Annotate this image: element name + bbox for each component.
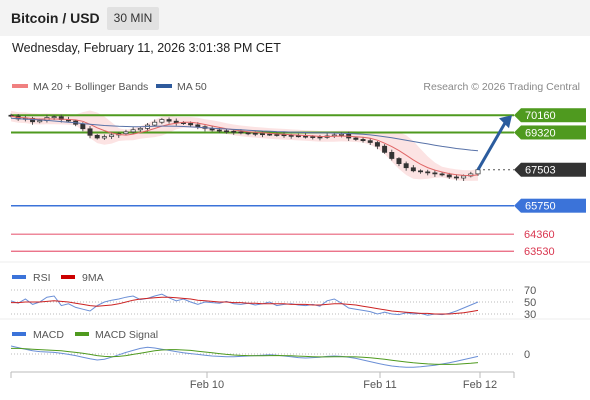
candle-body [425,171,431,174]
candle-body [453,176,459,179]
legend-swatch-ma20 [12,84,28,88]
candle-body [152,121,158,126]
level-label-support: 63530 [524,246,555,258]
legend-9ma: 9MA [82,272,104,284]
candle-body [216,129,222,132]
candle-body [288,134,294,137]
instrument-title: Bitcoin / USD [11,10,100,26]
candle-body [396,158,402,164]
level-tag-last-price [521,162,586,177]
candle-body [418,170,423,173]
projection-arrow-head [499,115,512,129]
candle-body [374,142,380,147]
legend-ma50: MA 50 [177,81,207,93]
rsi-9ma-line [11,296,479,315]
macd-panel: 0 [10,345,530,368]
legend-swatch-rsi [12,275,26,279]
level-tag-pointer [514,198,521,213]
header-bar: Bitcoin / USD 30 MIN [0,0,590,36]
level-label-pivot: 65750 [525,201,556,213]
legend-macd: MACD [33,329,64,341]
candle-body [317,136,323,139]
legend-swatch-macd-signal [75,332,89,336]
candle-body [245,132,251,135]
candle-body [252,132,258,135]
level-tag-resistance [521,125,586,140]
ma50-line [10,117,479,152]
candle-body [173,120,179,123]
candle-body [195,124,201,128]
legend-swatch-macd [12,332,26,336]
level-tag-pointer [514,125,521,140]
timeframe-badge[interactable]: 30 MIN [107,7,159,30]
candle-body [109,134,115,137]
candle-body [461,175,467,179]
level-tag-pointer [514,162,521,177]
candle-body [410,167,416,172]
candle-body [367,140,373,143]
legend-macd-signal: MACD Signal [95,329,158,341]
level-label-resistance: 69320 [525,127,556,139]
candle-body [94,134,100,139]
rsi-level-label: 70 [524,285,536,297]
macd-signal-line [11,347,479,365]
legend-rsi: RSI [33,272,51,284]
candle-body [231,130,237,133]
candle-body [159,119,165,123]
level-label-resistance: 70160 [525,110,556,122]
candle-body [224,130,230,133]
candle-body [382,145,388,153]
candle-body [37,120,43,123]
candle-body [432,172,438,175]
candle-body [439,173,445,176]
candle-body [123,131,129,135]
x-tick-label: Feb 11 [363,379,396,391]
legend-ma20: MA 20 + Bollinger Bands [33,81,148,93]
candle-body [238,131,244,134]
candle-body [475,169,481,175]
candle-body [51,116,57,119]
legend-swatch-9ma [61,275,75,279]
candle-body [101,136,107,139]
level-tag-resistance [521,108,586,123]
candle-body [446,174,452,178]
candle-body [353,137,359,140]
price-panel: 70160 69320 67503 65750 64360 63530 [8,108,586,258]
candle-body [295,135,301,138]
macd-level-label: 0 [524,349,530,361]
projection-arrow-shaft [476,120,508,171]
x-tick-label: Feb 10 [190,379,224,391]
rsi-line [10,293,479,316]
watermark: Research © 2026 Trading Central [423,81,580,93]
rsi-level-label: 50 [524,297,536,309]
level-label-support: 64360 [524,229,555,241]
level-label-last-price: 67503 [525,165,556,177]
legend-swatch-ma50 [156,84,172,88]
level-tag-pivot [521,198,586,213]
candle-body [166,119,172,122]
macd-line [10,345,479,368]
rsi-level-label: 30 [524,309,536,321]
x-tick-label: Feb 12 [463,379,497,391]
candle-body [188,123,194,126]
candle-body [360,139,366,142]
candle-body [274,134,280,136]
candle-body [137,128,143,131]
candle-body [80,123,86,130]
level-tag-pointer [514,108,521,123]
candle-body [87,128,93,136]
candle-body [267,133,273,136]
candle-body [130,129,136,133]
candle-body [403,163,409,169]
candle-body [259,133,265,136]
datetime-label: Wednesday, February 11, 2026 3:01:38 PM … [12,41,281,55]
candle-body [310,136,316,138]
candle-body [339,133,344,136]
candle-body [303,135,309,138]
candle-body [389,152,395,159]
